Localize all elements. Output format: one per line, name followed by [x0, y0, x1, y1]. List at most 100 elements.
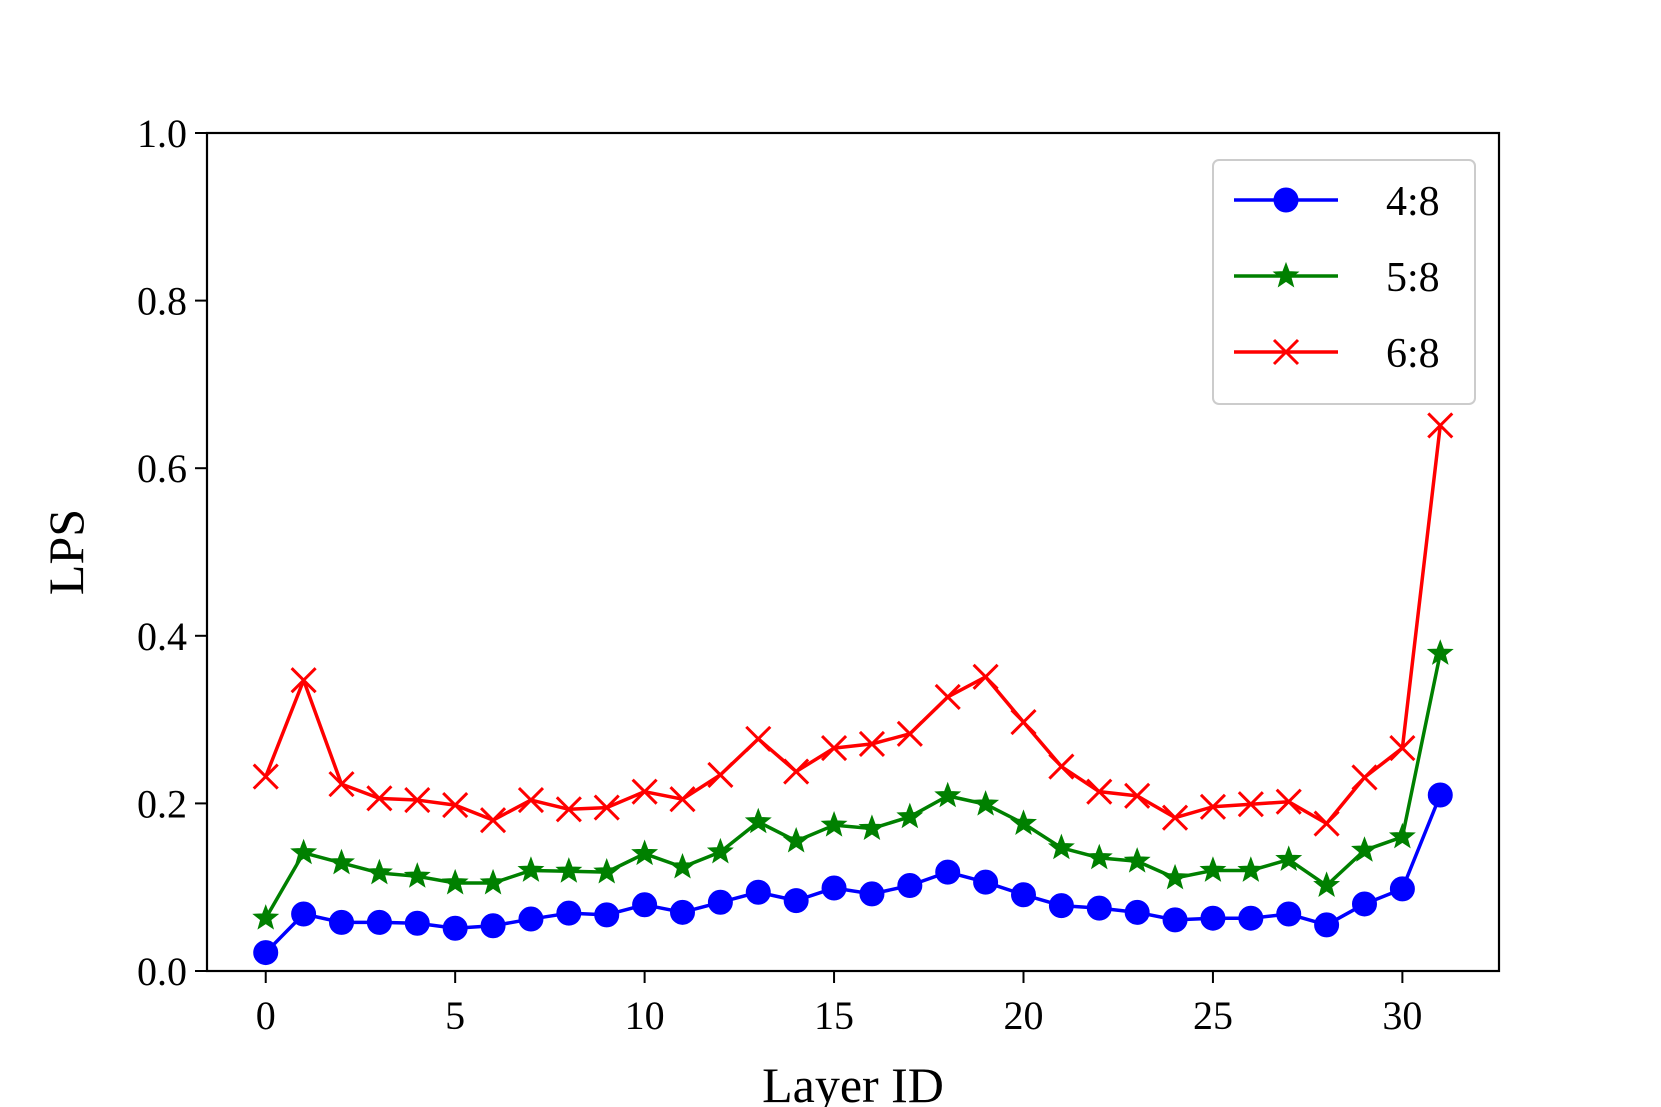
- axes-layer: 0 5 10 15 20 25 30 0.0 0.2 0.4 0.6 0.8 1.0: [137, 111, 1422, 1038]
- data-point: [1010, 709, 1037, 736]
- y-tick-label: 0.2: [137, 781, 187, 826]
- data-point: [1389, 735, 1416, 762]
- data-point: [403, 862, 431, 888]
- x-tick-label: 10: [625, 993, 665, 1038]
- y-tick-label: 0.8: [137, 279, 187, 324]
- data-point: [1123, 847, 1151, 873]
- legend-item-6-8: 6:8: [1234, 331, 1440, 377]
- data-point: [328, 771, 355, 798]
- data-point: [517, 856, 545, 882]
- data-point: [442, 792, 469, 819]
- data-point: [594, 902, 620, 928]
- data-point: [1314, 912, 1340, 938]
- legend-marker: [1273, 187, 1299, 213]
- data-point: [1048, 893, 1074, 919]
- data-point: [1199, 856, 1227, 882]
- data-point: [669, 852, 696, 879]
- data-point: [858, 730, 886, 757]
- x-tick-label: 30: [1382, 993, 1422, 1038]
- data-point: [972, 663, 999, 690]
- data-point: [631, 778, 658, 805]
- data-point: [934, 683, 961, 711]
- legend-marker: [1272, 261, 1300, 288]
- data-point: [480, 913, 506, 939]
- data-point: [1162, 907, 1188, 933]
- data-point: [1199, 793, 1227, 820]
- data-point: [896, 720, 923, 747]
- y-tick-label: 0.4: [137, 614, 187, 659]
- y-tick-label: 0.0: [137, 949, 187, 994]
- data-point: [1313, 810, 1340, 837]
- legend-marker: [1272, 338, 1300, 366]
- data-point: [253, 940, 279, 966]
- series-layer: [252, 412, 1454, 966]
- data-point: [404, 910, 430, 936]
- legend-item-5-8: 5:8: [1234, 255, 1440, 301]
- data-point: [290, 667, 317, 694]
- data-point: [252, 763, 279, 790]
- series-5-8: [252, 639, 1454, 930]
- legend-item-4-8: 4:8: [1234, 179, 1440, 225]
- data-point: [328, 848, 355, 875]
- y-tick-label: 1.0: [137, 111, 187, 156]
- data-point: [1351, 836, 1378, 862]
- data-point: [1275, 845, 1303, 871]
- x-axis-label: Layer ID: [762, 1057, 944, 1107]
- data-point: [555, 857, 583, 883]
- data-point: [1010, 882, 1036, 908]
- data-point: [1389, 876, 1415, 902]
- data-point: [745, 725, 772, 752]
- y-tick-label: 0.6: [137, 446, 187, 491]
- data-point: [1388, 822, 1416, 849]
- data-point: [1276, 901, 1302, 927]
- data-point: [707, 889, 733, 915]
- legend: 4:8 5:8 6:8: [1212, 159, 1476, 405]
- legend-label: 4:8: [1386, 179, 1440, 225]
- data-point: [707, 761, 734, 788]
- data-point: [859, 881, 885, 907]
- x-tick-label: 5: [445, 993, 465, 1038]
- legend-label: 5:8: [1386, 255, 1440, 301]
- data-point: [820, 735, 848, 762]
- data-point: [366, 785, 393, 812]
- data-point: [1351, 891, 1377, 917]
- data-point: [783, 758, 810, 785]
- data-point: [935, 859, 961, 885]
- data-point: [1200, 905, 1226, 931]
- data-point: [1086, 895, 1112, 921]
- data-point: [1427, 782, 1453, 808]
- data-point: [820, 811, 848, 837]
- data-point: [1426, 639, 1454, 665]
- data-point: [1085, 843, 1113, 870]
- x-tick-label: 15: [814, 993, 854, 1038]
- plot-frame: [205, 131, 1501, 973]
- series-6-8: [252, 412, 1454, 837]
- series-line-6-8: [264, 425, 1443, 826]
- data-point: [517, 786, 545, 814]
- data-point: [1275, 788, 1302, 815]
- data-point: [1010, 809, 1037, 835]
- legend-label: 6:8: [1386, 331, 1440, 377]
- data-point: [897, 873, 923, 899]
- data-point: [1161, 863, 1189, 890]
- data-point: [1047, 833, 1075, 860]
- data-point: [972, 790, 1000, 816]
- data-point: [365, 858, 393, 885]
- data-point: [441, 868, 469, 895]
- data-point: [479, 868, 507, 895]
- data-point: [366, 909, 392, 935]
- data-point: [1238, 905, 1264, 931]
- data-point: [593, 794, 620, 821]
- data-point: [973, 869, 999, 895]
- data-point: [858, 814, 886, 840]
- data-point: [1124, 899, 1150, 925]
- series-4-8: [253, 782, 1453, 966]
- y-axis-label: LPS: [38, 509, 94, 595]
- x-tick-label: 0: [256, 993, 276, 1038]
- data-point: [1086, 778, 1113, 805]
- data-point: [669, 786, 696, 813]
- data-point: [1124, 782, 1151, 809]
- data-point: [783, 888, 809, 914]
- data-point: [1351, 764, 1378, 791]
